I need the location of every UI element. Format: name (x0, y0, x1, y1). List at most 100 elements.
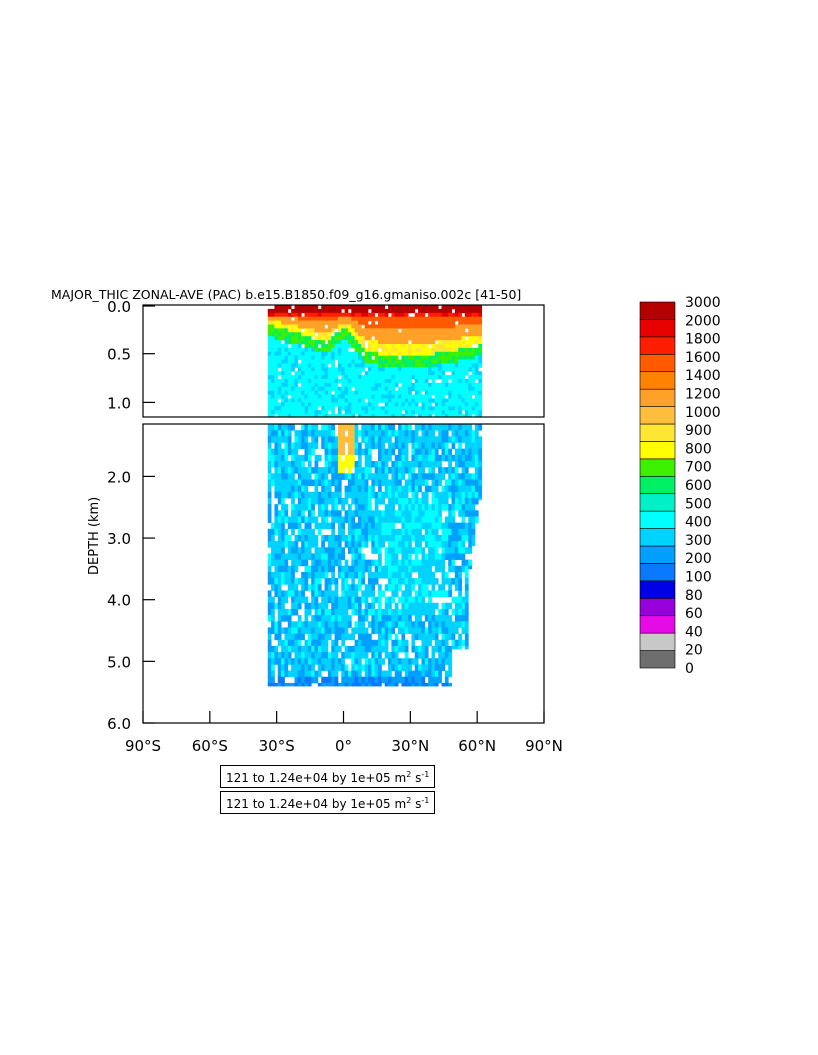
field-cell-lower (297, 559, 302, 567)
field-cell-lower (424, 510, 429, 517)
field-cell-lower (374, 664, 379, 671)
field-cell-lower (458, 590, 462, 598)
field-cell-lower (357, 479, 362, 487)
field-cell-upper (418, 351, 422, 357)
field-cell-upper (441, 316, 446, 321)
field-cell-upper (431, 343, 436, 349)
field-cell-upper (327, 312, 332, 318)
field-cell-upper (388, 398, 392, 403)
field-cell-lower (428, 676, 432, 684)
field-cell-lower (401, 664, 406, 671)
field-cell-lower (448, 516, 452, 524)
field-cell-lower (424, 553, 429, 561)
field-cell-upper (331, 324, 335, 329)
field-cell-upper (434, 394, 439, 399)
field-cell-upper (294, 394, 299, 399)
field-cell-upper (354, 308, 359, 314)
field-cell-lower (371, 596, 376, 604)
field-cell-upper (371, 371, 376, 376)
field-cell-upper (284, 386, 289, 392)
field-cell-lower (388, 510, 392, 517)
field-cell-lower (291, 559, 295, 567)
field-cell-upper (281, 359, 285, 364)
field-cell-upper (464, 316, 469, 321)
field-cell-lower (267, 602, 272, 610)
field-cell-upper (357, 390, 362, 395)
field-cell-lower (321, 621, 325, 628)
field-cell-lower (424, 430, 429, 437)
field-cell-lower (291, 510, 295, 517)
field-cell-upper (274, 305, 279, 310)
field-cell-upper (321, 336, 325, 341)
field-cell-lower (364, 448, 369, 456)
field-cell-lower (424, 473, 429, 480)
field-cell-lower (431, 670, 436, 678)
field-cell-upper (424, 343, 429, 349)
field-cell-upper (291, 312, 295, 318)
colorbar-label: 100 (685, 570, 712, 586)
field-cell-lower (281, 608, 285, 616)
field-cell-upper (381, 371, 386, 376)
field-cell-upper (291, 410, 295, 415)
field-cell-lower (384, 670, 389, 678)
field-cell-upper (478, 410, 483, 415)
field-cell-lower (378, 639, 382, 647)
field-cell-upper (394, 367, 399, 372)
field-cell-lower (291, 627, 295, 634)
field-cell-upper (304, 398, 309, 403)
field-cell-lower (347, 571, 352, 579)
field-cell-upper (311, 382, 315, 388)
field-cell-upper (311, 414, 315, 417)
field-cell-upper (297, 379, 302, 384)
field-cell-lower (394, 559, 399, 567)
field-cell-upper (334, 414, 339, 417)
field-cell-upper (364, 305, 369, 310)
field-cell-upper (357, 398, 362, 403)
field-cell-upper (274, 340, 279, 345)
field-cell-upper (368, 355, 372, 360)
field-cell-lower (281, 682, 285, 687)
field-cell-lower (317, 658, 322, 665)
field-cell-lower (301, 571, 305, 579)
field-cell-lower (324, 584, 329, 591)
field-cell-lower (311, 541, 315, 548)
field-cell-lower (337, 436, 342, 443)
field-cell-lower (337, 442, 342, 450)
field-cell-lower (411, 448, 416, 456)
field-cell-lower (464, 590, 469, 598)
field-cell-lower (464, 479, 469, 487)
field-cell-upper (451, 363, 456, 368)
field-cell-lower (311, 627, 315, 634)
field-cell-lower (384, 436, 389, 443)
field-cell-upper (337, 363, 342, 368)
field-cell-upper (381, 355, 386, 360)
field-cell-upper (314, 320, 319, 325)
field-cell-upper (304, 332, 309, 337)
field-cell-lower (368, 584, 372, 591)
field-cell-lower (458, 510, 462, 517)
field-cell-upper (464, 379, 469, 384)
field-cell-lower (391, 658, 396, 665)
field-cell-upper (438, 363, 442, 368)
field-cell-lower (408, 553, 412, 561)
field-cell-upper (418, 414, 422, 417)
field-cell-upper (317, 308, 322, 314)
field-cell-upper (454, 367, 459, 372)
field-cell-lower (307, 621, 312, 628)
field-cell-upper (357, 414, 362, 417)
field-cell-upper (337, 343, 342, 349)
field-cell-upper (331, 386, 335, 392)
field-cell-upper (468, 332, 472, 337)
field-cell-upper (398, 386, 402, 392)
field-cell-lower (364, 645, 369, 653)
field-cell-lower (438, 676, 442, 684)
field-cell-lower (384, 553, 389, 561)
field-cell-lower (271, 584, 275, 591)
field-cell-upper (267, 414, 272, 417)
field-cell-lower (398, 442, 402, 450)
field-cell-lower (314, 424, 319, 431)
field-cell-lower (381, 479, 386, 487)
field-cell-lower (378, 430, 382, 437)
field-cell-upper (321, 406, 325, 411)
colorbar-label: 2000 (685, 313, 721, 329)
